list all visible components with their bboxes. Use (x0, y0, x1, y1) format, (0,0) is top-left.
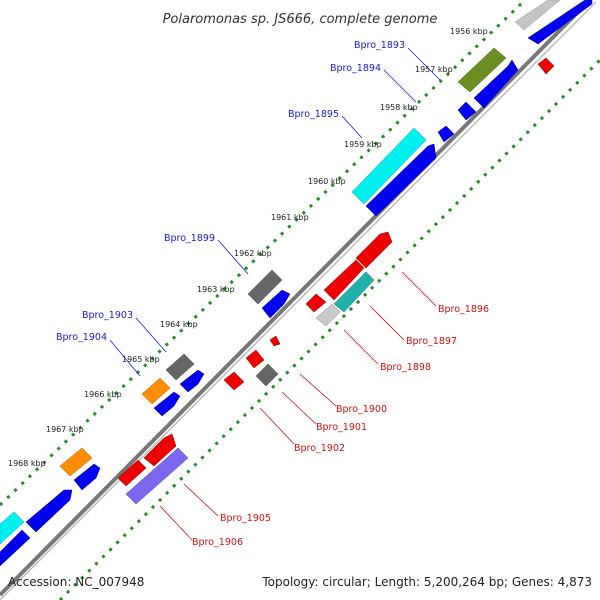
leader-line-bpro-1897 (369, 305, 405, 341)
gene-feature-blue-1968[interactable] (73, 463, 101, 491)
kbp-label-1961: 1961 kbp (271, 213, 309, 222)
leader-line-bpro-1893 (407, 47, 441, 81)
kbp-label-1958: 1958 kbp (380, 103, 418, 112)
gene-feature-bpro-1904[interactable] (141, 377, 171, 405)
gene-feature-bpro-1905-b[interactable] (117, 459, 147, 487)
gene-feature-blue-long[interactable] (365, 143, 437, 217)
gene-feature-red-small-1[interactable] (305, 293, 327, 313)
map-title: Polaromonas sp. JS666, complete genome (163, 12, 438, 27)
leader-line-bpro-1904 (109, 339, 141, 377)
gene-feature-bpro-1901[interactable] (255, 363, 279, 387)
kbp-label-1959: 1959 kbp (344, 140, 382, 149)
kbp-label-1965: 1965 kbp (122, 355, 160, 364)
gene-feature-bpro-1895[interactable] (351, 127, 427, 205)
leader-line-bpro-1905 (183, 483, 219, 517)
gene-label-bpro-1900[interactable]: Bpro_1900 (336, 404, 387, 415)
kbp-label-1964: 1964 kbp (160, 320, 198, 329)
gene-feature-lightgray-top[interactable] (514, 0, 561, 31)
gene-feature-red-tiny[interactable] (269, 335, 281, 347)
gene-feature-bpro-1903[interactable] (165, 353, 195, 381)
gene-label-bpro-1896[interactable]: Bpro_1896 (438, 304, 489, 315)
gene-feature-red-right[interactable] (537, 57, 555, 75)
gene-feature-bpro-1898[interactable] (315, 303, 341, 327)
gene-feature-bpro-1896-a[interactable] (355, 231, 393, 269)
gene-label-bpro-1897[interactable]: Bpro_1897 (406, 336, 457, 347)
accession-text: Accession: NC_007948 (8, 575, 144, 589)
gene-feature-bpro-1905-a[interactable] (143, 433, 177, 467)
gene-feature-blue-1899[interactable] (261, 289, 291, 319)
inner-tick-rail (58, 58, 600, 600)
gene-feature-bpro-1902[interactable] (223, 371, 245, 391)
kbp-label-1963: 1963 kbp (197, 285, 235, 294)
leader-line-bpro-1902 (259, 407, 295, 445)
kbp-label-1968: 1968 kbp (8, 459, 46, 468)
leader-line-bpro-1895 (341, 115, 363, 139)
gene-feature-blue-left-1[interactable] (25, 489, 73, 533)
outer-tick-rail (0, 0, 527, 507)
leader-line-bpro-1901 (281, 391, 317, 425)
kbp-label-1966: 1966 kbp (84, 390, 122, 399)
gene-feature-blue-1904[interactable] (153, 391, 181, 417)
gene-label-bpro-1893[interactable]: Bpro_1893 (354, 40, 405, 51)
gene-label-bpro-1895[interactable]: Bpro_1895 (288, 109, 339, 120)
gene-feature-bpro-1899[interactable] (247, 269, 283, 305)
gene-label-bpro-1906[interactable]: Bpro_1906 (192, 537, 243, 548)
gene-feature-blue-1903[interactable] (179, 369, 205, 393)
gene-label-bpro-1905[interactable]: Bpro_1905 (220, 513, 271, 524)
gene-label-bpro-1902[interactable]: Bpro_1902 (294, 443, 345, 454)
topology-text: Topology: circular; Length: 5,200,264 bp… (261, 575, 592, 589)
leader-line-bpro-1898 (343, 329, 379, 365)
gene-feature-blue-left-2[interactable] (0, 529, 31, 567)
gene-feature-bpro-1897[interactable] (333, 271, 375, 313)
gene-feature-bpro-1893[interactable] (457, 47, 507, 93)
leader-line-bpro-1896 (401, 271, 437, 307)
kbp-label-1957: 1957 kbp (415, 65, 453, 74)
gene-label-bpro-1904[interactable]: Bpro_1904 (56, 332, 107, 343)
gene-label-bpro-1899[interactable]: Bpro_1899 (164, 233, 215, 244)
kbp-label-1967: 1967 kbp (46, 425, 84, 434)
gene-feature-bpro-1906[interactable] (125, 447, 189, 505)
gene-feature-bpro-1896-b[interactable] (323, 259, 365, 301)
gene-label-bpro-1901[interactable]: Bpro_1901 (316, 422, 367, 433)
gene-feature-cyan-left[interactable] (0, 511, 25, 545)
leader-line-bpro-1894 (383, 69, 417, 103)
kbp-label-1956: 1956 kbp (450, 27, 488, 36)
gene-feature-blue-small-1[interactable] (457, 101, 477, 121)
gene-feature-blue-small-2[interactable] (437, 125, 455, 143)
gene-label-bpro-1894[interactable]: Bpro_1894 (330, 63, 381, 74)
gene-label-bpro-1903[interactable]: Bpro_1903 (82, 310, 133, 321)
leader-line-bpro-1899 (217, 239, 249, 275)
gene-feature-bpro-1900[interactable] (245, 349, 265, 369)
kbp-label-1962: 1962 kbp (234, 249, 272, 258)
gene-label-bpro-1898[interactable]: Bpro_1898 (380, 362, 431, 373)
gene-feature-blue-1894[interactable] (473, 59, 519, 109)
leader-line-bpro-1906 (159, 505, 193, 541)
kbp-label-1960: 1960 kbp (308, 177, 346, 186)
gene-feature-orange-1968[interactable] (59, 447, 93, 477)
leader-line-bpro-1903 (135, 317, 167, 353)
leader-line-bpro-1900 (299, 373, 337, 407)
gene-feature-blue-top[interactable] (527, 0, 593, 45)
